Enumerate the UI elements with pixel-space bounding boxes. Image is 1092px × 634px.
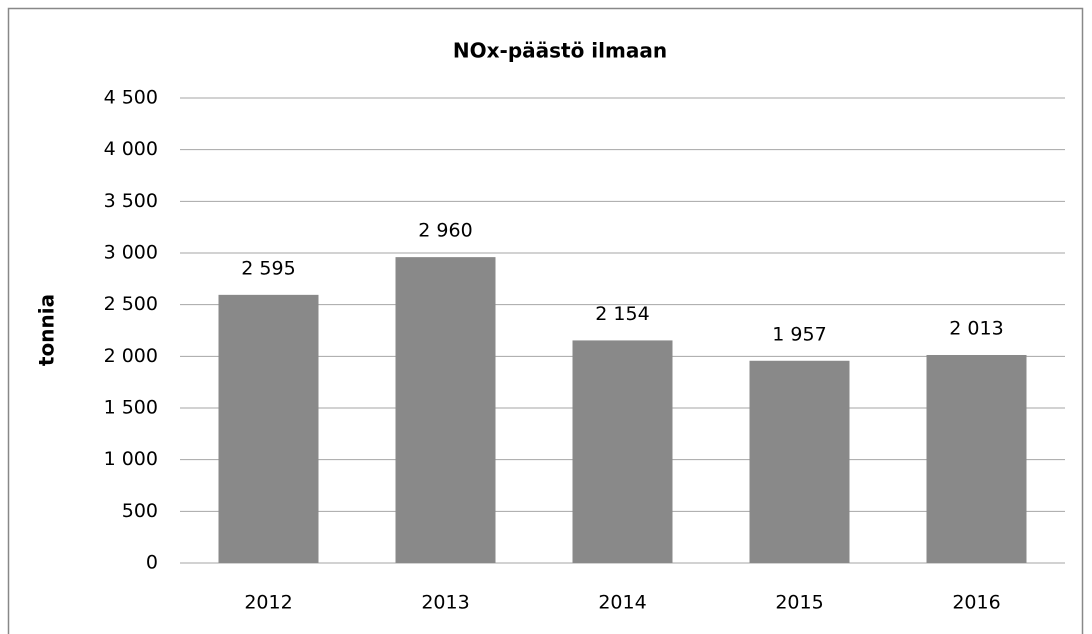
x-tick-label: 2016: [952, 592, 1000, 614]
bar: [926, 354, 1027, 563]
y-tick-label: 1 500: [104, 397, 158, 419]
y-tick-label: 3 000: [104, 242, 158, 264]
y-tick-label: 2 500: [104, 293, 158, 315]
bar: [749, 360, 850, 563]
y-tick-label: 500: [122, 500, 158, 522]
x-tick-label: 2012: [244, 592, 292, 614]
bar: [218, 294, 319, 563]
chart-title: NOx-päästö ilmaan: [453, 39, 667, 63]
x-tick-label: 2013: [421, 592, 469, 614]
y-tick-label: 4 000: [104, 138, 158, 160]
bar: [395, 257, 496, 563]
value-label: 2 595: [241, 257, 295, 279]
bar: [572, 340, 673, 563]
y-axis-label: tonnia: [35, 294, 59, 366]
value-label: 2 013: [949, 317, 1003, 339]
y-tick-label: 2 000: [104, 345, 158, 367]
value-label: 1 957: [772, 323, 826, 345]
value-label: 2 960: [418, 220, 472, 242]
x-tick-label: 2014: [598, 592, 646, 614]
y-tick-label: 0: [146, 552, 158, 574]
value-label: 2 154: [595, 303, 649, 325]
chart-frame: [7, 7, 1084, 634]
y-tick-label: 1 000: [104, 448, 158, 470]
x-tick-label: 2015: [775, 592, 823, 614]
y-tick-label: 3 500: [104, 190, 158, 212]
y-tick-label: 4 500: [104, 87, 158, 109]
